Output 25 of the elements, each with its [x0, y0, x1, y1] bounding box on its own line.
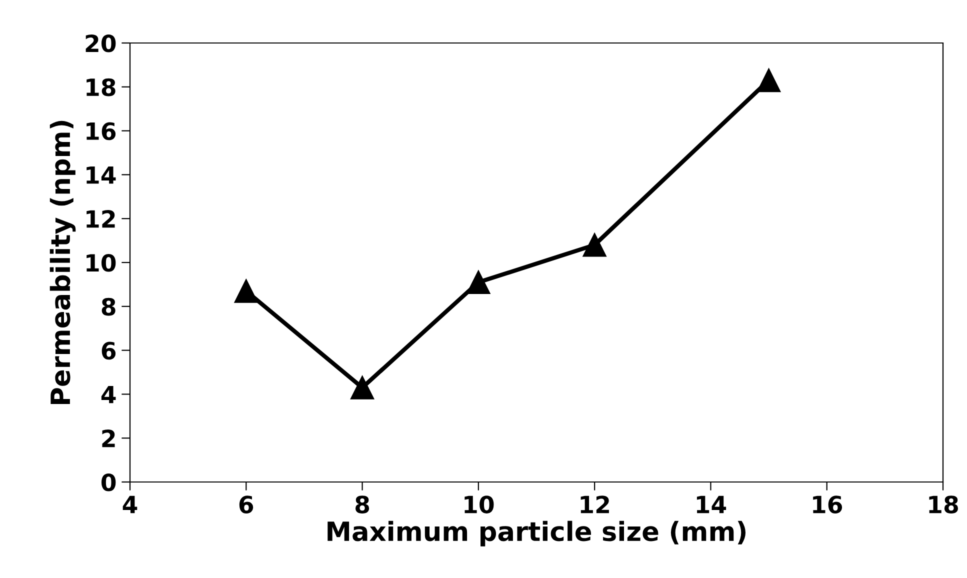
point: [234, 279, 258, 303]
x-tick-label: 12: [580, 496, 609, 514]
y-tick-label: 4: [101, 386, 116, 404]
y-tick-label: 12: [86, 210, 115, 228]
point: [350, 376, 374, 400]
x-tick-label: 6: [239, 496, 254, 514]
y-tick-label: 16: [86, 122, 116, 140]
x-tick-label: 16: [813, 496, 842, 514]
y-tick-label: 20: [86, 34, 116, 52]
x-tick-label: 18: [929, 496, 958, 514]
y-tick-label: 0: [102, 473, 116, 492]
x-tick-label: 4: [122, 496, 138, 514]
x-tick-label: 10: [464, 496, 494, 514]
y-tick-label: 14: [86, 166, 116, 184]
y-tick-label: 8: [102, 298, 116, 316]
y-tick-label: 2: [102, 430, 115, 448]
y-axis-title: Permeability (npm): [50, 120, 76, 404]
y-tick-label: 18: [86, 78, 116, 96]
x-axis-title: Maximum particle size (mm): [328, 520, 746, 546]
y-tick-label: 10: [86, 254, 116, 272]
point: [582, 233, 606, 257]
point: [466, 270, 490, 294]
y-tick-label: 6: [102, 342, 116, 360]
x-tick-label: 14: [696, 496, 726, 514]
x-tick-label: 8: [356, 496, 370, 514]
